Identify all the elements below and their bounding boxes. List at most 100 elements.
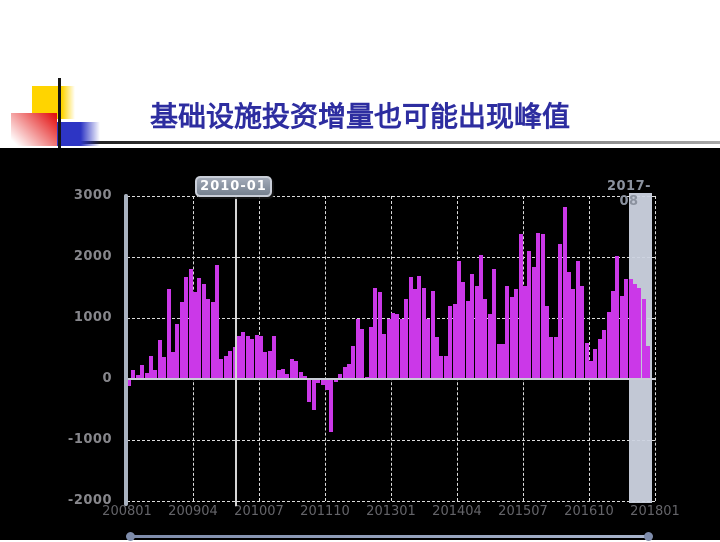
bar[interactable]: [386, 318, 391, 379]
bar[interactable]: [452, 303, 457, 379]
bar[interactable]: [549, 337, 554, 379]
chart-scrollbar[interactable]: [126, 532, 653, 542]
bar[interactable]: [166, 288, 171, 379]
bar[interactable]: [448, 305, 453, 379]
bar[interactable]: [316, 380, 321, 384]
bar[interactable]: [514, 289, 519, 379]
bar[interactable]: [267, 350, 272, 379]
bar[interactable]: [320, 380, 325, 385]
bar[interactable]: [206, 299, 211, 379]
scrollbar-right-handle[interactable]: [644, 532, 653, 541]
bar[interactable]: [443, 355, 448, 379]
bar[interactable]: [144, 372, 149, 379]
bar[interactable]: [562, 207, 567, 379]
bar[interactable]: [223, 355, 228, 379]
bar[interactable]: [149, 355, 153, 379]
bar[interactable]: [536, 232, 541, 379]
bar[interactable]: [193, 292, 197, 379]
bar[interactable]: [311, 380, 316, 410]
bar[interactable]: [509, 297, 514, 379]
bar[interactable]: [421, 287, 426, 379]
bar[interactable]: [188, 269, 193, 379]
bar[interactable]: [531, 267, 536, 379]
bar[interactable]: [237, 335, 241, 379]
bar[interactable]: [382, 334, 387, 379]
bar[interactable]: [430, 290, 435, 379]
bar[interactable]: [303, 375, 307, 379]
bar[interactable]: [545, 305, 549, 379]
bar[interactable]: [571, 289, 576, 379]
bar[interactable]: [553, 337, 558, 379]
bar[interactable]: [228, 350, 233, 379]
bar[interactable]: [487, 314, 492, 379]
bar[interactable]: [219, 358, 224, 379]
bar[interactable]: [558, 243, 563, 379]
bar[interactable]: [439, 355, 444, 379]
bar[interactable]: [131, 370, 136, 379]
bar[interactable]: [584, 343, 589, 379]
bar[interactable]: [342, 367, 347, 379]
bar[interactable]: [465, 300, 470, 379]
bar[interactable]: [404, 299, 409, 379]
bar[interactable]: [298, 372, 303, 379]
bar[interactable]: [329, 380, 334, 432]
bar-chart[interactable]: 3000 2000 1000 0 -1000 -2000 200801 200904 20100…: [0, 148, 720, 540]
bar[interactable]: [307, 380, 312, 402]
bar[interactable]: [272, 335, 277, 379]
bar[interactable]: [373, 287, 378, 379]
bar[interactable]: [215, 264, 219, 379]
bar[interactable]: [179, 302, 184, 379]
bar[interactable]: [527, 250, 532, 379]
bar[interactable]: [435, 337, 439, 379]
bar[interactable]: [259, 335, 263, 379]
bar[interactable]: [615, 255, 620, 379]
bar[interactable]: [540, 234, 545, 379]
bar[interactable]: [470, 274, 475, 379]
bar[interactable]: [162, 357, 167, 379]
bar[interactable]: [619, 295, 624, 379]
bar[interactable]: [637, 287, 642, 379]
scrollbar-left-handle[interactable]: [126, 532, 135, 541]
bar[interactable]: [474, 285, 479, 379]
bar[interactable]: [461, 282, 466, 379]
bar[interactable]: [254, 335, 259, 379]
bar[interactable]: [210, 302, 215, 379]
bar[interactable]: [294, 360, 299, 379]
bar[interactable]: [281, 368, 285, 379]
bar[interactable]: [606, 312, 611, 379]
bar[interactable]: [492, 269, 497, 379]
bar[interactable]: [360, 328, 365, 379]
bar[interactable]: [201, 283, 206, 379]
bar[interactable]: [285, 374, 290, 379]
bar[interactable]: [580, 285, 585, 379]
bar[interactable]: [175, 324, 180, 379]
bar[interactable]: [523, 285, 527, 379]
bar[interactable]: [245, 336, 250, 379]
bar[interactable]: [333, 380, 338, 382]
bar[interactable]: [347, 364, 351, 379]
bar[interactable]: [338, 374, 343, 379]
bar[interactable]: [157, 339, 162, 379]
bar[interactable]: [589, 360, 593, 379]
bar[interactable]: [184, 277, 189, 379]
bar[interactable]: [501, 343, 505, 379]
bar[interactable]: [276, 370, 281, 379]
scrollbar-track[interactable]: [130, 535, 649, 538]
bar[interactable]: [408, 277, 413, 379]
bar[interactable]: [641, 299, 646, 379]
bar[interactable]: [413, 289, 417, 379]
bar[interactable]: [369, 327, 373, 379]
bar[interactable]: [399, 318, 404, 379]
bar[interactable]: [633, 284, 637, 379]
bar[interactable]: [624, 278, 629, 379]
bar[interactable]: [241, 332, 246, 379]
bar[interactable]: [289, 358, 294, 379]
bar[interactable]: [135, 375, 140, 379]
bar[interactable]: [171, 352, 175, 379]
bar[interactable]: [153, 370, 158, 379]
bar[interactable]: [567, 272, 571, 379]
bar[interactable]: [646, 345, 651, 379]
bar[interactable]: [263, 352, 268, 379]
bar[interactable]: [391, 313, 395, 379]
bar[interactable]: [575, 260, 580, 379]
